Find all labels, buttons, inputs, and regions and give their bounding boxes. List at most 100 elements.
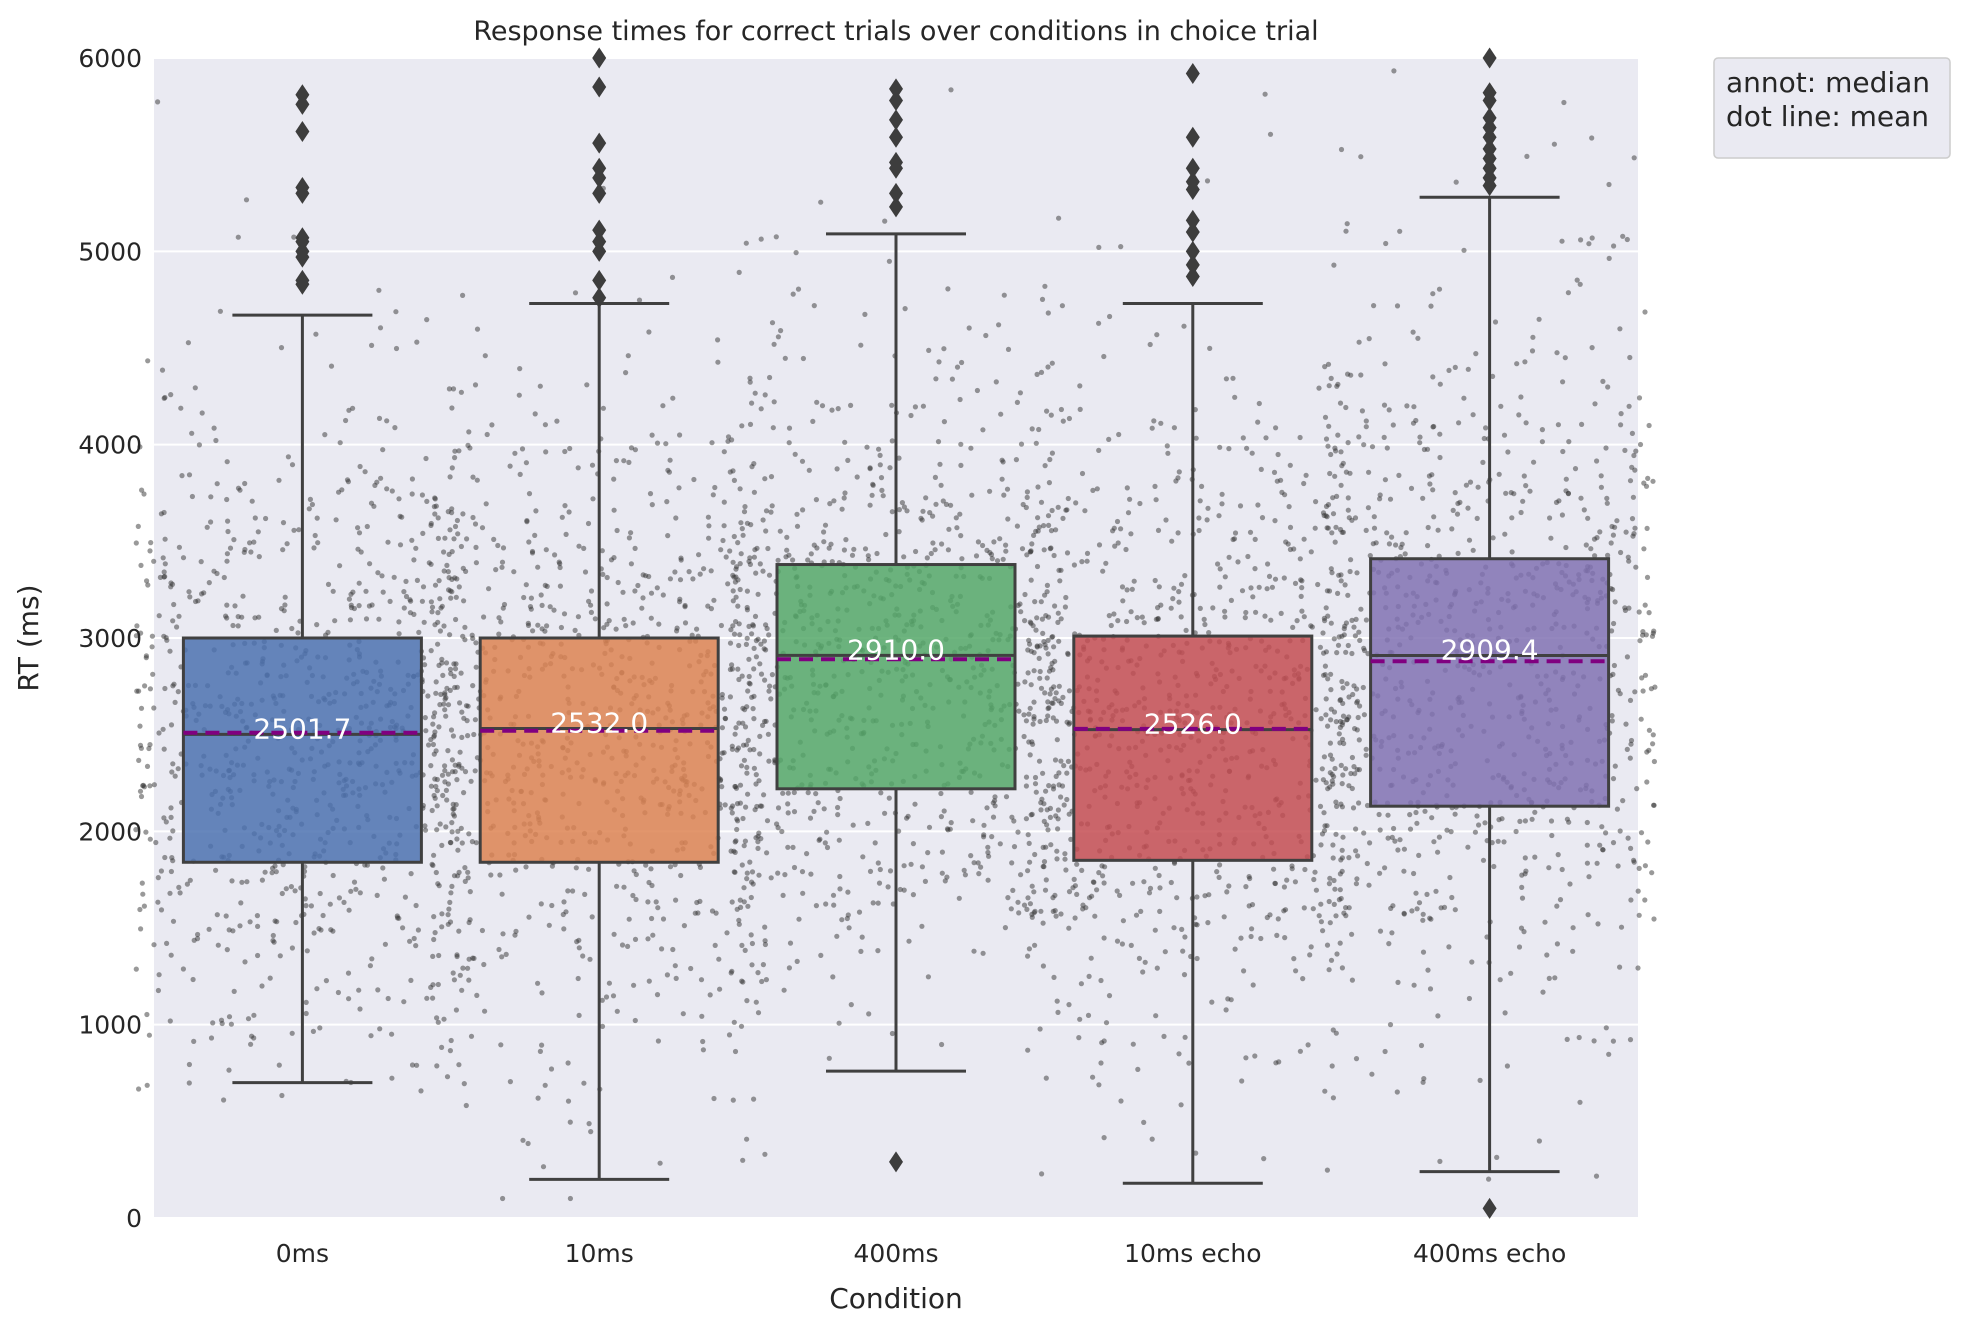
jitter-point xyxy=(1420,911,1426,917)
jitter-point xyxy=(736,269,742,275)
outlier-marker xyxy=(592,132,607,154)
jitter-point xyxy=(432,511,438,517)
jitter-point xyxy=(763,528,769,534)
jitter-point xyxy=(1651,628,1657,634)
jitter-point xyxy=(1003,794,1010,800)
jitter-point xyxy=(1272,576,1279,582)
jitter-point xyxy=(1552,975,1558,981)
jitter-point xyxy=(554,418,560,424)
jitter-point xyxy=(137,742,144,748)
jitter-point xyxy=(469,839,475,845)
jitter-point xyxy=(1045,827,1051,833)
jitter-point xyxy=(795,286,802,292)
jitter-point xyxy=(432,930,438,936)
jitter-point xyxy=(1563,476,1569,482)
jitter-point xyxy=(463,1102,469,1109)
jitter-point xyxy=(235,234,241,240)
jitter-point xyxy=(1409,908,1415,914)
jitter-point xyxy=(468,1033,475,1039)
jitter-point xyxy=(199,410,205,416)
jitter-point xyxy=(1516,944,1523,950)
jitter-point xyxy=(1062,604,1068,610)
jitter-point xyxy=(733,725,739,731)
jitter-point xyxy=(1646,727,1652,733)
jitter-point xyxy=(1576,1034,1582,1041)
jitter-point xyxy=(168,814,174,821)
jitter-point xyxy=(1518,509,1524,516)
jitter-point xyxy=(899,500,906,506)
jitter-point xyxy=(214,481,220,487)
jitter-point xyxy=(1382,1048,1388,1055)
jitter-point xyxy=(700,1038,706,1045)
jitter-point xyxy=(1425,524,1431,531)
jitter-point xyxy=(775,557,781,563)
jitter-point xyxy=(155,899,161,905)
jitter-point xyxy=(430,982,436,988)
jitter-point xyxy=(1544,952,1550,958)
jitter-point xyxy=(1536,1138,1542,1144)
jitter-point xyxy=(733,594,739,600)
jitter-point xyxy=(814,545,820,551)
jitter-point xyxy=(1402,551,1408,557)
jitter-point xyxy=(771,399,777,405)
jitter-point xyxy=(335,989,341,996)
jitter-point xyxy=(1594,458,1600,464)
jitter-point xyxy=(1275,451,1281,458)
jitter-point xyxy=(1651,758,1657,765)
jitter-point xyxy=(280,547,286,553)
jitter-point xyxy=(392,425,398,431)
jitter-point xyxy=(1642,863,1648,869)
jitter-point xyxy=(1282,492,1288,498)
jitter-point xyxy=(1327,875,1333,881)
jitter-point xyxy=(178,405,184,411)
jitter-point xyxy=(1410,329,1416,335)
jitter-point xyxy=(732,783,738,790)
jitter-point xyxy=(1297,1048,1303,1054)
jitter-point xyxy=(619,942,626,948)
jitter-point xyxy=(1056,215,1062,221)
jitter-point xyxy=(1313,707,1319,713)
jitter-point xyxy=(1090,487,1096,493)
jitter-point xyxy=(190,976,196,983)
jitter-point xyxy=(988,551,995,558)
jitter-point xyxy=(1364,860,1370,867)
jitter-point xyxy=(435,610,441,616)
jitter-point xyxy=(147,686,153,692)
jitter-point xyxy=(1324,1167,1330,1173)
jitter-point xyxy=(654,585,660,591)
jitter-point xyxy=(1043,788,1049,794)
jitter-point xyxy=(378,475,384,481)
jitter-point xyxy=(729,662,735,668)
jitter-point xyxy=(1357,637,1363,644)
jitter-point xyxy=(758,836,764,842)
jitter-point xyxy=(1482,820,1488,826)
jitter-point xyxy=(1102,864,1108,870)
jitter-point xyxy=(862,546,869,552)
jitter-point xyxy=(289,1030,295,1036)
jitter-point xyxy=(1501,432,1508,438)
jitter-point xyxy=(244,879,250,885)
jitter-point xyxy=(741,843,747,849)
jitter-point xyxy=(737,586,743,593)
jitter-point xyxy=(363,616,370,622)
jitter-point xyxy=(745,903,751,909)
jitter-point xyxy=(731,631,738,637)
jitter-point xyxy=(1089,893,1095,899)
jitter-point xyxy=(1271,866,1277,872)
jitter-point xyxy=(1298,593,1304,600)
jitter-point xyxy=(705,603,711,609)
jitter-point xyxy=(1371,303,1377,309)
jitter-point xyxy=(1101,880,1107,886)
jitter-point xyxy=(1326,383,1332,389)
jitter-point xyxy=(1611,243,1617,249)
jitter-point xyxy=(1532,854,1538,860)
jitter-point xyxy=(715,337,721,343)
jitter-point xyxy=(162,685,168,692)
jitter-point xyxy=(1614,518,1620,524)
jitter-point xyxy=(1128,609,1134,615)
jitter-point xyxy=(1174,895,1180,901)
jitter-point xyxy=(1549,832,1555,839)
jitter-point xyxy=(744,635,750,641)
jitter-point xyxy=(632,447,639,453)
jitter-point xyxy=(314,622,320,628)
